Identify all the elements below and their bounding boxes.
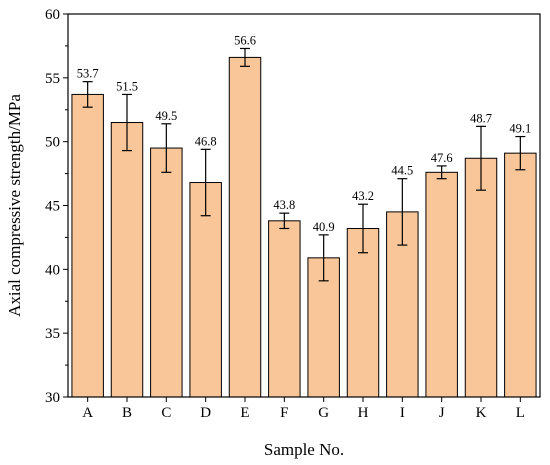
error-bar-H — [358, 203, 368, 254]
y-tick-label-40: 40 — [45, 262, 60, 278]
x-tick-label-G: G — [318, 405, 329, 421]
data-label-D: 46.8 — [195, 134, 217, 148]
error-bar-A — [82, 81, 93, 108]
y-tick-label-60: 60 — [45, 7, 60, 23]
x-tick-label-C: C — [161, 405, 171, 421]
error-bar-G — [318, 234, 329, 282]
y-axis-title: Axial compressive strength/MPa — [5, 94, 24, 317]
bar-A — [71, 93, 104, 398]
error-bar-E — [240, 47, 250, 67]
data-label-L: 49.1 — [509, 122, 531, 136]
x-tick-label-J: J — [439, 405, 445, 421]
error-bar-D — [200, 148, 211, 217]
data-label-B: 51.5 — [116, 79, 138, 93]
bar-F — [268, 220, 301, 398]
data-label-K: 48.7 — [470, 111, 492, 125]
error-bar-L — [515, 135, 526, 171]
x-tick-label-A: A — [82, 405, 93, 421]
y-tick-label-50: 50 — [45, 135, 60, 151]
y-tick-label-35: 35 — [45, 326, 60, 342]
x-tick-label-H: H — [358, 405, 369, 421]
x-tick-label-B: B — [122, 405, 132, 421]
error-bar-C — [161, 123, 172, 173]
y-tick-label-45: 45 — [45, 199, 60, 215]
bar-J — [425, 171, 458, 398]
x-tick-label-F: F — [280, 405, 288, 421]
y-tick-label-30: 30 — [45, 390, 60, 406]
bar-B — [110, 122, 144, 398]
bar-E — [228, 56, 262, 398]
x-axis-title: Sample No. — [264, 440, 344, 459]
bar-C — [150, 147, 183, 398]
data-label-E: 56.6 — [234, 33, 256, 47]
data-label-J: 47.6 — [431, 151, 453, 165]
bars-layer — [71, 56, 537, 398]
axes-layer: A B C D E F G H I J K L 30 35 40 45 50 55 60 — [45, 7, 541, 421]
error-bar-F — [279, 212, 290, 230]
bar-K — [464, 157, 498, 398]
x-tick-label-D: D — [200, 405, 211, 421]
error-bar-B — [122, 93, 132, 152]
y-tick-label-55: 55 — [45, 71, 60, 87]
x-tick-label-I: I — [400, 405, 405, 421]
error-bar-I — [397, 178, 408, 246]
x-tick-label-K: K — [476, 405, 487, 421]
error-bar-J — [436, 165, 447, 180]
data-label-A: 53.7 — [77, 67, 99, 81]
data-label-H: 43.2 — [352, 189, 374, 203]
bar-D — [189, 182, 222, 398]
bar-H — [346, 227, 380, 398]
x-tick-label-L: L — [516, 405, 525, 421]
data-label-C: 49.5 — [155, 109, 177, 123]
x-tick-label-E: E — [240, 405, 249, 421]
data-label-I: 44.5 — [391, 164, 413, 178]
data-labels-layer: 53.7 51.5 49.5 46.8 56.6 43.8 40.9 43.2 44.5 47.6… — [77, 33, 532, 233]
error-bar-K — [476, 125, 486, 191]
bar-L — [504, 152, 537, 398]
data-label-F: 43.8 — [273, 198, 295, 212]
error-bars-layer — [82, 47, 526, 282]
data-label-G: 40.9 — [313, 220, 335, 234]
